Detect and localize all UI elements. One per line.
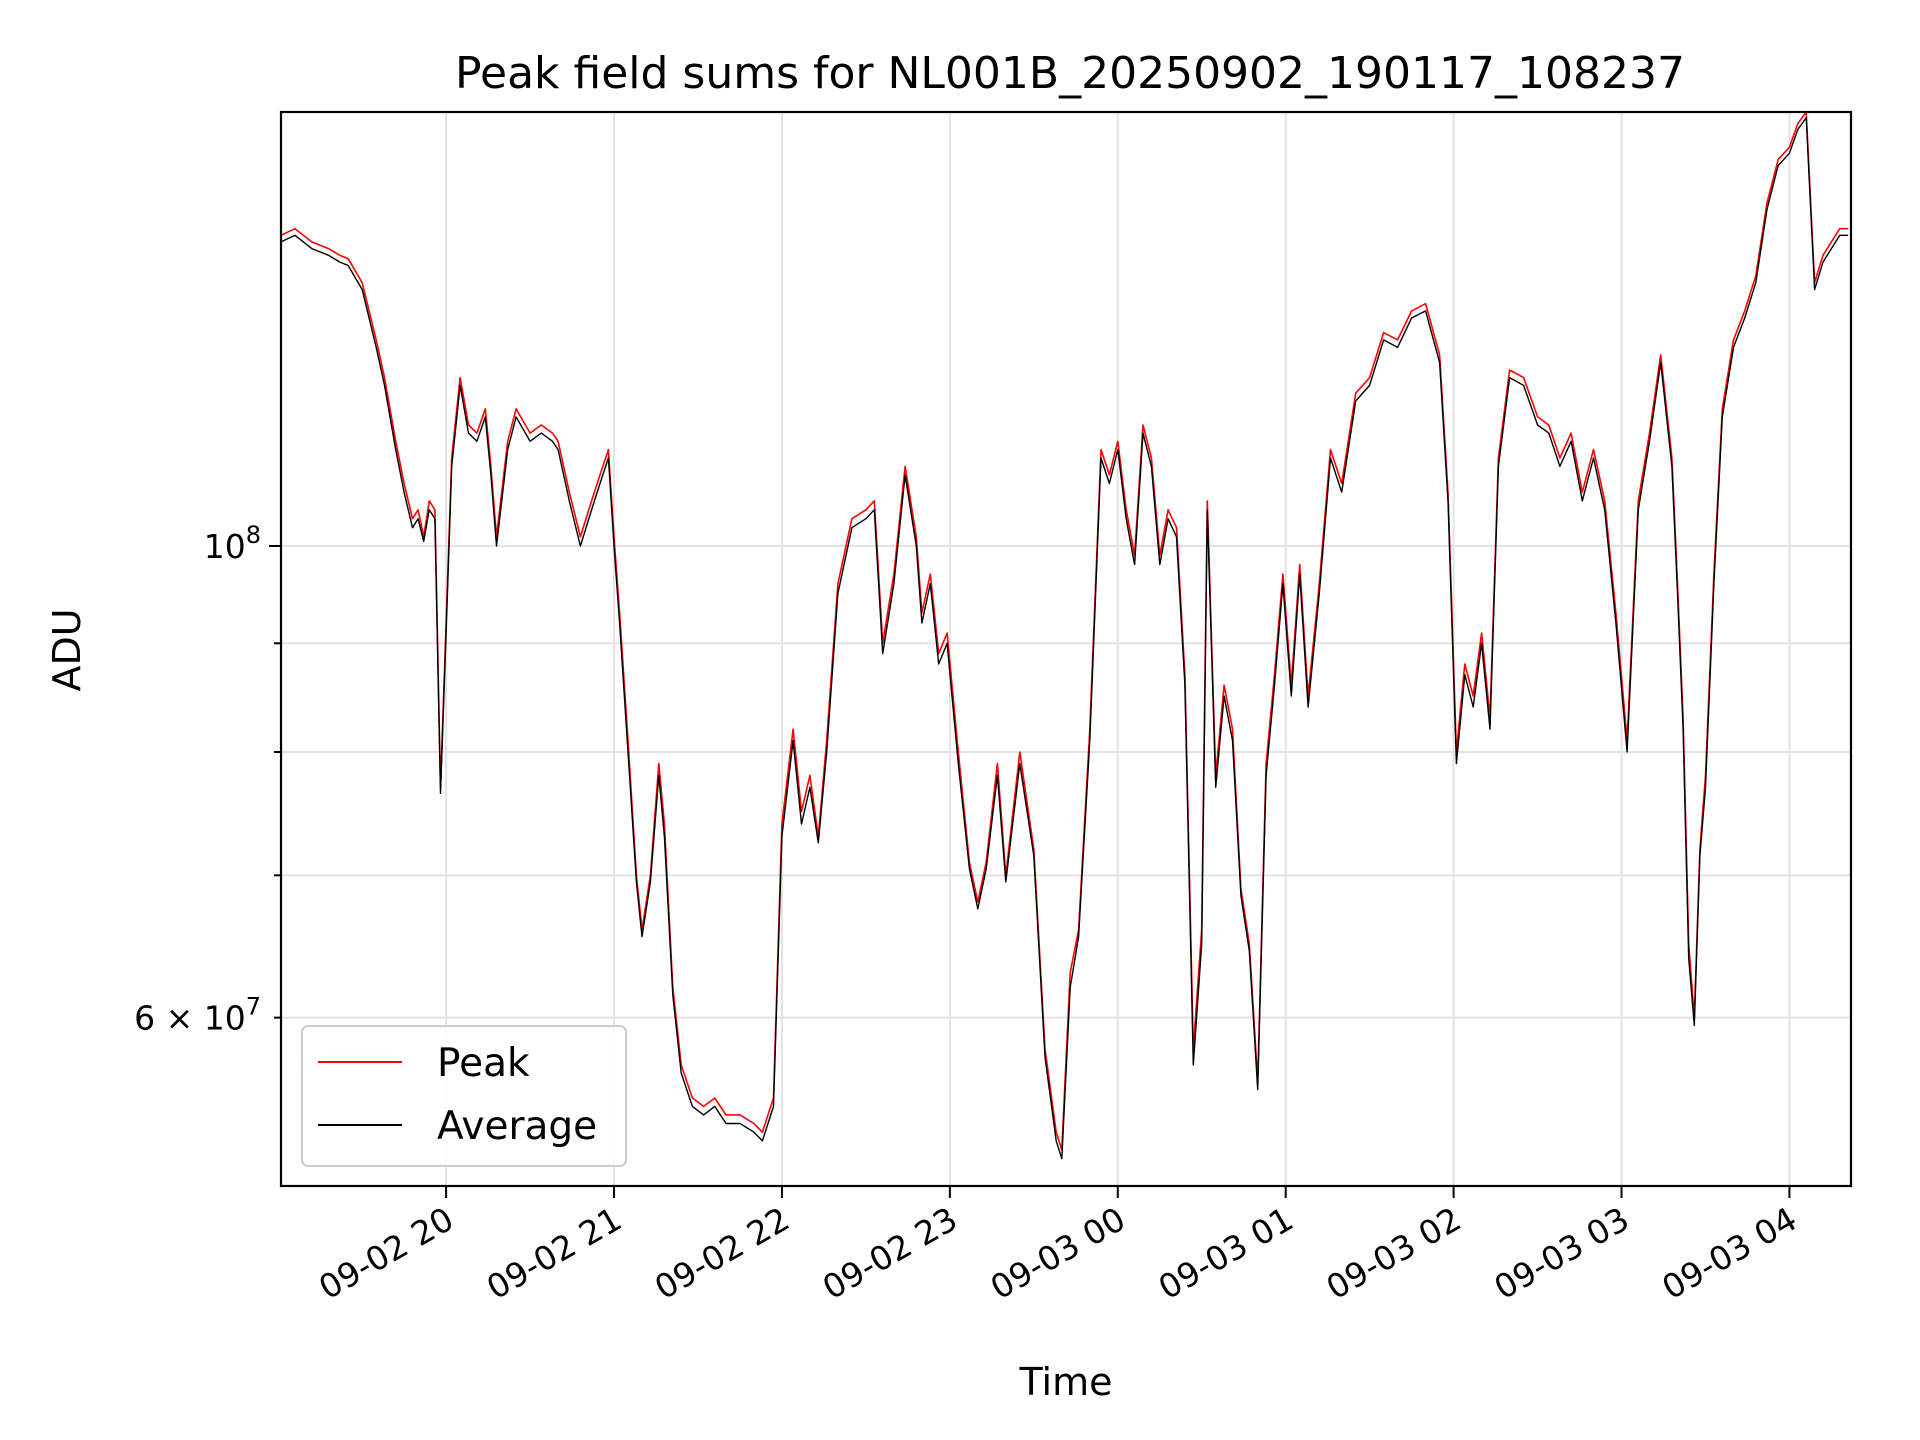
series-layer [281, 112, 1849, 1160]
x-tick-label: 09-03 01 [1152, 1199, 1300, 1307]
chart-title: Peak field sums for NL001B_20250902_1901… [455, 48, 1685, 99]
legend-label-average: Average [437, 1104, 597, 1149]
y-axis: 108 6 × 107 [134, 521, 281, 1038]
legend: Peak Average [301, 1025, 627, 1167]
y-tick-label: 108 [204, 521, 261, 566]
plot-frame [279, 110, 1853, 1188]
legend-label-peak: Peak [437, 1041, 530, 1086]
x-axis-label: Time [1019, 1360, 1113, 1404]
series-line-peak [281, 112, 1849, 1151]
x-axis: 09-02 20 09-02 21 09-02 22 09-02 23 09-03 00… [312, 1186, 1803, 1307]
x-tick-label: 09-03 02 [1320, 1199, 1468, 1307]
y-minor-tick-label: 6 × 107 [134, 993, 261, 1038]
y-axis-label: ADU [45, 608, 89, 691]
x-tick-label: 09-02 23 [816, 1199, 964, 1307]
x-tick-label: 09-02 21 [480, 1199, 628, 1307]
x-tick-label: 09-03 03 [1488, 1199, 1636, 1307]
x-tick-label: 09-02 20 [312, 1199, 460, 1307]
x-tick-label: 09-02 22 [648, 1199, 796, 1307]
grid-layer [281, 112, 1851, 1186]
x-tick-label: 09-03 00 [984, 1199, 1132, 1307]
series-line-average [281, 117, 1849, 1160]
x-tick-label: 09-03 04 [1655, 1199, 1803, 1307]
